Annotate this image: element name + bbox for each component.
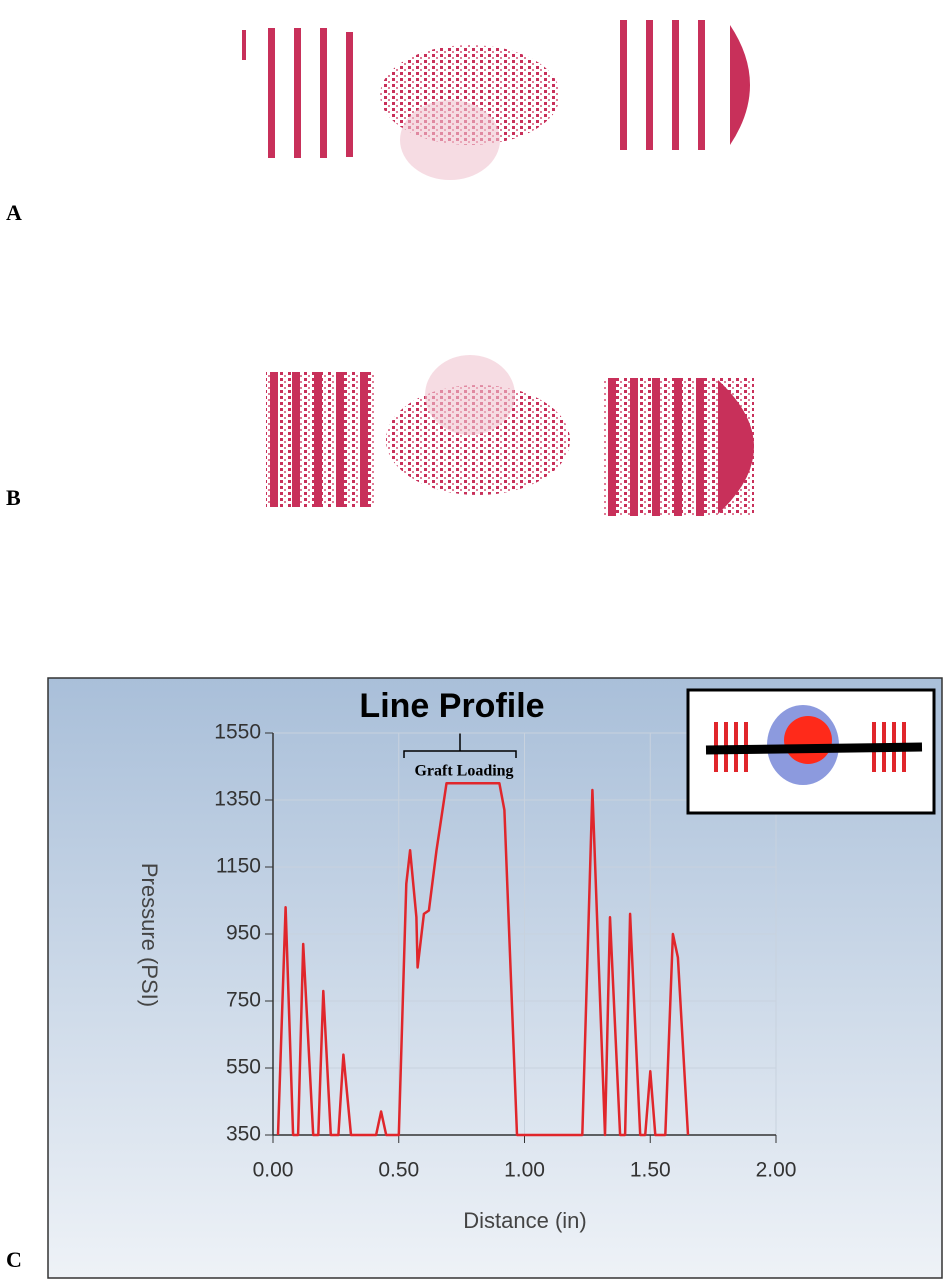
plot-area: 350 550 750 950 1150 1350 1550 0.00 0.50 1.00 1.50…: [214, 721, 796, 1182]
y-tick-label: 350: [226, 1123, 261, 1146]
y-tick-label: 1150: [216, 855, 261, 878]
panel-label: A: [6, 200, 22, 225]
inset-image: [686, 688, 936, 815]
y-axis-label: Pressure (PSI): [137, 863, 162, 1007]
chart-title: Line Profile: [359, 687, 544, 725]
annotation-bracket: [403, 733, 517, 758]
y-tick-label: 750: [226, 989, 261, 1012]
x-tick-label: 0.00: [253, 1159, 294, 1182]
panel-a-image: [242, 20, 750, 180]
x-tick-label: 2.00: [756, 1159, 797, 1182]
x-tick-label: 0.50: [378, 1159, 419, 1182]
x-tick-label: 1.50: [630, 1159, 671, 1182]
x-axis-label: Distance (in): [463, 1208, 586, 1233]
panel-b-image: [266, 355, 754, 516]
y-tick-label: 950: [226, 922, 261, 945]
y-tick-label: 1350: [214, 788, 261, 811]
data-line: [276, 782, 690, 1137]
panel-label: C: [6, 1247, 22, 1272]
panel-label: B: [6, 485, 21, 510]
y-tick-label: 1550: [214, 721, 261, 744]
annotation: Graft Loading: [414, 763, 513, 780]
y-tick-label: 550: [226, 1056, 261, 1079]
x-tick-label: 1.00: [504, 1159, 545, 1182]
